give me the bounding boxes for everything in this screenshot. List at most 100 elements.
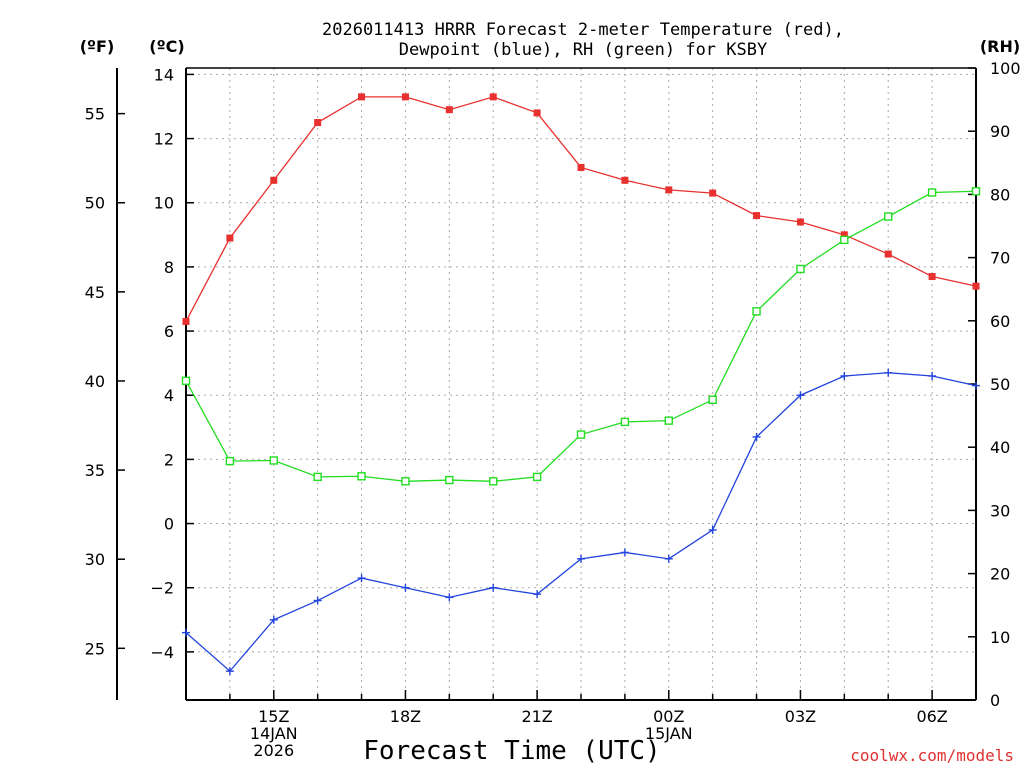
rh-point [532, 472, 542, 482]
dewpoint-point [708, 525, 717, 534]
chart-title-line2: Dewpoint (blue), RH (green) for KSBY [399, 40, 767, 60]
dewpoint-point [313, 596, 322, 605]
grid-lines [186, 68, 976, 700]
temperature-point [665, 186, 673, 194]
dewpoint-point [533, 590, 542, 599]
rh-tick-label: 0 [990, 691, 1000, 710]
temperature-point [796, 218, 804, 226]
x-tick-label: 15JAN [645, 724, 693, 743]
rh-point [796, 264, 805, 274]
series-temperature [182, 93, 980, 325]
chart-title-line1: 2026011413 HRRR Forecast 2-meter Tempera… [322, 20, 844, 40]
source-credit: coolwx.com/models [850, 746, 1014, 765]
rh-point [269, 456, 278, 465]
celsius-tick-label: −2 [150, 579, 174, 598]
rh-tick-label: 80 [990, 185, 1010, 204]
rh-point [840, 235, 849, 245]
dewpoint-point [796, 391, 805, 400]
fahrenheit-tick-label: 55 [85, 105, 105, 124]
fahrenheit-tick-label: 45 [85, 283, 105, 302]
dewpoint-point [182, 628, 190, 637]
temperature-point [314, 119, 322, 127]
temperature-point [753, 212, 761, 220]
dewpoint-point [928, 371, 937, 380]
celsius-tick-label: 12 [154, 130, 174, 149]
dewpoint-point [225, 667, 234, 676]
temperature-point [401, 93, 409, 101]
x-tick-label: 2026 [253, 741, 294, 760]
rh-tick-label: 90 [990, 122, 1010, 141]
fahrenheit-tick-label: 30 [85, 550, 105, 569]
rh-point [489, 477, 498, 486]
fahrenheit-tick-label: 40 [85, 372, 105, 391]
celsius-unit-label: (ºC) [149, 37, 184, 56]
x-tick-label: 15Z [258, 707, 289, 726]
temperature-point [533, 109, 541, 117]
rh-point [620, 417, 630, 427]
data-series [181, 93, 981, 676]
celsius-tick-label: 2 [164, 450, 174, 469]
temperature-point [182, 317, 190, 325]
temperature-point [358, 93, 366, 101]
dewpoint-point [489, 583, 498, 592]
rh-point [752, 307, 761, 316]
temperature-point [489, 93, 497, 101]
dewpoint-point [401, 583, 410, 592]
rh-point [225, 456, 235, 466]
rh-tick-label: 10 [990, 628, 1010, 647]
dewpoint-point [445, 593, 454, 602]
rh-point [664, 416, 673, 425]
dewpoint-point [884, 368, 893, 377]
series-dewpoint [182, 368, 980, 676]
temperature-point [270, 176, 278, 184]
rh-point [708, 395, 717, 404]
temperature-point [709, 189, 717, 197]
rh-point [313, 472, 322, 482]
celsius-tick-label: 8 [164, 258, 174, 277]
celsius-tick-label: 4 [164, 386, 174, 405]
dewpoint-point [664, 554, 673, 563]
temperature-point [226, 234, 234, 242]
rh-point [181, 376, 191, 386]
temperature-point [884, 250, 892, 258]
temperature-point [840, 231, 848, 239]
x-tick-label: 03Z [785, 707, 816, 726]
fahrenheit-unit-label: (ºF) [80, 37, 115, 56]
temperature-line [185, 96, 977, 322]
x-tick-label: 00Z [653, 707, 684, 726]
dewpoint-point [357, 574, 366, 583]
temperature-point [972, 282, 980, 290]
celsius-tick-label: 0 [164, 515, 174, 534]
x-tick-label: 06Z [916, 707, 947, 726]
rh-unit-label: (RH) [980, 37, 1020, 56]
fahrenheit-tick-label: 25 [85, 639, 105, 658]
rh-tick-label: 40 [990, 438, 1010, 457]
temperature-point [577, 163, 585, 171]
rh-tick-label: 30 [990, 501, 1010, 520]
fahrenheit-tick-label: 35 [85, 461, 105, 480]
rh-point [884, 212, 893, 221]
celsius-tick-label: −4 [150, 643, 174, 662]
rh-point [576, 430, 586, 439]
rh-point [971, 187, 981, 196]
x-tick-label: 21Z [521, 707, 552, 726]
rh-tick-label: 100 [990, 59, 1021, 78]
temperature-point [445, 106, 453, 114]
celsius-tick-label: 10 [154, 194, 174, 213]
rh-point [445, 475, 454, 485]
rh-tick-label: 60 [990, 312, 1010, 331]
temperature-point [928, 273, 936, 281]
x-axis-label: Forecast Time (UTC) [363, 736, 660, 766]
dewpoint-point [620, 548, 629, 557]
fahrenheit-tick-label: 50 [85, 194, 105, 213]
rh-tick-label: 20 [990, 565, 1010, 584]
dewpoint-point [269, 615, 278, 624]
celsius-tick-label: 14 [154, 65, 174, 84]
dewpoint-point [840, 371, 849, 380]
axes: 14121086420−2−45550454035302510090807060… [85, 59, 1021, 760]
x-tick-label: 14JAN [250, 724, 298, 743]
temperature-point [621, 176, 629, 184]
dewpoint-point [577, 554, 585, 563]
rh-tick-label: 70 [990, 249, 1010, 268]
